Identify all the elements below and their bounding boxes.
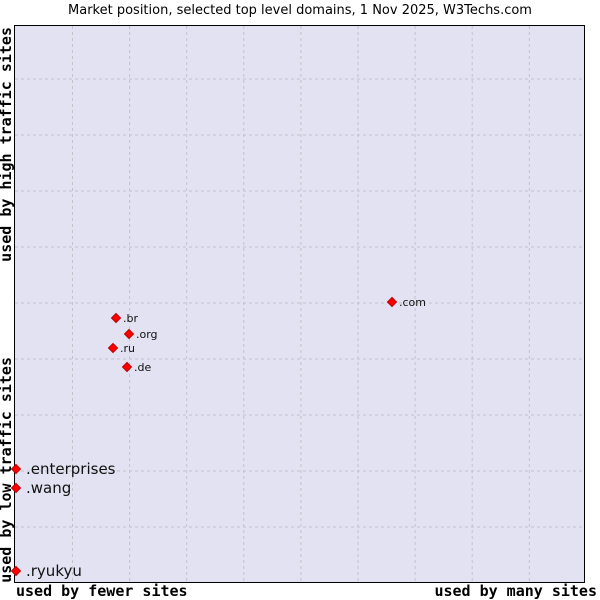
- x-axis-label-many-sites: used by many sites: [434, 582, 597, 600]
- diamond-marker-icon: [107, 342, 119, 354]
- data-point-br: .br: [110, 312, 138, 325]
- diamond-marker-icon: [110, 312, 122, 324]
- data-point-wang: .wang: [10, 479, 71, 497]
- diamond-marker-icon: [10, 482, 22, 494]
- data-point-label: .org: [136, 328, 158, 341]
- plot-area: .com .br .org .ru .de .enterprises .wang .ryuky…: [10, 25, 585, 583]
- data-point-label: .de: [134, 361, 151, 374]
- scatter-plot: .com .br .org.ru .de .enterprises.wang .ryuky…: [10, 26, 584, 582]
- data-point-label: .ru: [120, 342, 135, 355]
- diamond-marker-icon: [121, 361, 133, 373]
- data-point-enterprises: .enterprises: [10, 460, 116, 478]
- data-point-de: .de: [121, 361, 151, 374]
- y-axis-label-high-traffic: used by high traffic sites: [0, 27, 15, 262]
- data-point-org: .org: [123, 328, 158, 341]
- x-axis-label-fewer-sites: used by fewer sites: [16, 582, 188, 600]
- data-point-label: .enterprises: [26, 460, 116, 478]
- data-point-com: .com: [386, 296, 426, 309]
- data-point-label: .wang: [26, 479, 71, 497]
- data-point-ryukyu: .ryukyu: [10, 562, 82, 580]
- data-point-label: .com: [399, 296, 426, 309]
- diamond-marker-icon: [386, 296, 398, 308]
- data-point-label: .ryukyu: [26, 562, 82, 580]
- data-point-ru: .ru: [107, 342, 135, 355]
- diamond-marker-icon: [123, 328, 135, 340]
- data-point-label: .br: [123, 312, 138, 325]
- diamond-marker-icon: [10, 463, 22, 475]
- chart-title: Market position, selected top level doma…: [68, 3, 532, 18]
- y-axis-label-low-traffic: used by low traffic sites: [0, 357, 15, 583]
- diamond-marker-icon: [10, 565, 22, 577]
